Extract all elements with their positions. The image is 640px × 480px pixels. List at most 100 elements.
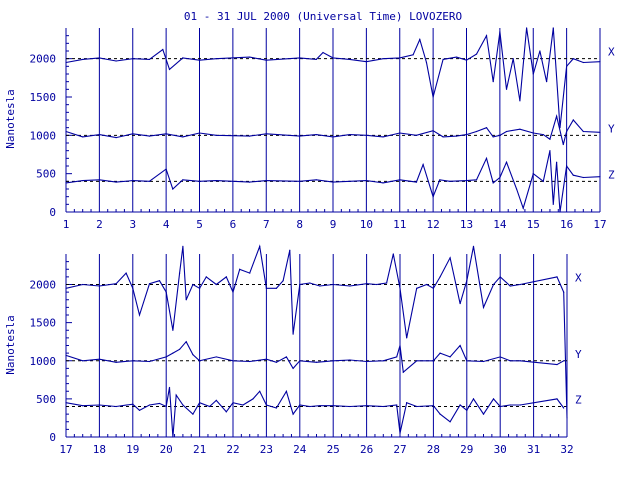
- data-point-x: [475, 53, 478, 55]
- data-point-x: [432, 287, 434, 289]
- data-point-x: [65, 61, 67, 64]
- data-point-z: [532, 173, 534, 175]
- x-tick-label: 18: [93, 443, 106, 456]
- data-point-x: [376, 283, 378, 286]
- data-point-y: [556, 363, 558, 366]
- data-point-z: [299, 404, 301, 406]
- x-tick-label: 19: [126, 443, 139, 456]
- data-point-z: [432, 405, 434, 407]
- data-point-x: [459, 302, 461, 305]
- series-line-z: [65, 387, 565, 438]
- data-point-y: [509, 360, 511, 362]
- data-point-z: [198, 180, 201, 182]
- data-point-x: [132, 58, 134, 60]
- data-point-z: [315, 179, 317, 181]
- data-point-x: [492, 283, 495, 286]
- data-point-z: [299, 180, 301, 182]
- data-point-x: [546, 81, 548, 83]
- data-point-y: [532, 132, 534, 134]
- data-point-z: [396, 404, 398, 406]
- data-point-z: [215, 399, 217, 401]
- data-point-x: [366, 283, 368, 285]
- series-line-y: [65, 340, 564, 374]
- data-point-x: [205, 276, 207, 278]
- data-point-z: [439, 179, 441, 181]
- data-point-z: [148, 404, 151, 406]
- data-point-x: [315, 58, 317, 61]
- data-point-y: [399, 344, 401, 347]
- x-tick-label: 15: [527, 218, 540, 231]
- x-tick-label: 22: [226, 443, 239, 456]
- data-point-x: [432, 96, 434, 98]
- data-point-y: [482, 360, 485, 363]
- x-tick-label: 26: [360, 443, 373, 456]
- y-axis-label: Nanotesla: [4, 315, 17, 375]
- data-point-z: [349, 180, 351, 182]
- data-point-z: [482, 413, 485, 415]
- data-point-z: [492, 182, 494, 184]
- data-point-z: [252, 398, 254, 400]
- data-point-y: [382, 136, 384, 138]
- data-point-x: [199, 287, 201, 289]
- x-tick-label: 24: [293, 443, 307, 456]
- data-point-y: [65, 130, 67, 133]
- data-point-x: [82, 58, 84, 61]
- data-point-z: [65, 402, 67, 404]
- component-label-y: Y: [575, 348, 582, 361]
- data-point-y: [475, 130, 478, 133]
- data-point-z: [509, 404, 511, 406]
- data-point-x: [442, 58, 444, 61]
- x-tick-label: 14: [493, 218, 507, 231]
- data-point-z: [82, 179, 84, 182]
- data-point-x: [215, 58, 217, 60]
- data-point-z: [225, 411, 227, 413]
- data-point-x: [182, 57, 184, 59]
- data-point-z: [215, 179, 217, 182]
- data-point-x: [215, 283, 217, 286]
- data-point-z: [165, 405, 167, 408]
- chart-panel-bottom: 17 18 19 20 21 22 23 24 25 26 27 28 29 30 31 32 0 500 1000…: [4, 244, 582, 456]
- data-point-z: [406, 402, 408, 404]
- data-point-x: [472, 245, 475, 247]
- data-point-z: [332, 405, 334, 407]
- data-point-y: [132, 133, 134, 135]
- data-point-x: [282, 280, 284, 282]
- data-point-z: [563, 407, 565, 409]
- data-point-z: [382, 182, 384, 184]
- data-point-y: [178, 348, 181, 350]
- data-point-z: [192, 413, 194, 415]
- data-point-z: [415, 181, 418, 183]
- y-tick-label: 2000: [30, 279, 57, 292]
- data-point-z: [82, 405, 84, 407]
- data-point-z: [566, 165, 568, 167]
- data-point-x: [115, 283, 117, 285]
- data-point-x: [412, 54, 414, 56]
- data-point-z: [449, 180, 451, 182]
- data-point-x: [552, 27, 554, 29]
- y-axis-label: Nanotesla: [4, 89, 17, 149]
- data-point-z: [485, 157, 488, 159]
- data-point-z: [349, 405, 351, 408]
- data-point-z: [365, 179, 367, 182]
- data-point-y: [265, 133, 267, 135]
- data-point-z: [165, 168, 167, 170]
- data-point-z: [98, 404, 100, 406]
- data-point-x: [482, 306, 485, 308]
- x-tick-label: 29: [460, 443, 473, 456]
- data-point-y: [365, 134, 367, 136]
- data-point-x: [382, 58, 384, 60]
- data-point-y: [132, 360, 134, 362]
- data-point-x: [299, 57, 301, 59]
- data-point-z: [519, 404, 521, 406]
- data-point-x: [192, 283, 194, 286]
- data-point-y: [349, 359, 351, 361]
- data-point-z: [499, 405, 501, 408]
- data-point-z: [172, 188, 174, 190]
- data-point-x: [82, 283, 84, 286]
- data-point-y: [485, 127, 488, 129]
- x-tick-label: 1: [63, 218, 70, 231]
- data-point-y: [115, 137, 117, 139]
- data-point-x: [519, 283, 521, 286]
- y-tick-label: 500: [36, 168, 56, 181]
- y-tick-label: 1500: [30, 91, 57, 104]
